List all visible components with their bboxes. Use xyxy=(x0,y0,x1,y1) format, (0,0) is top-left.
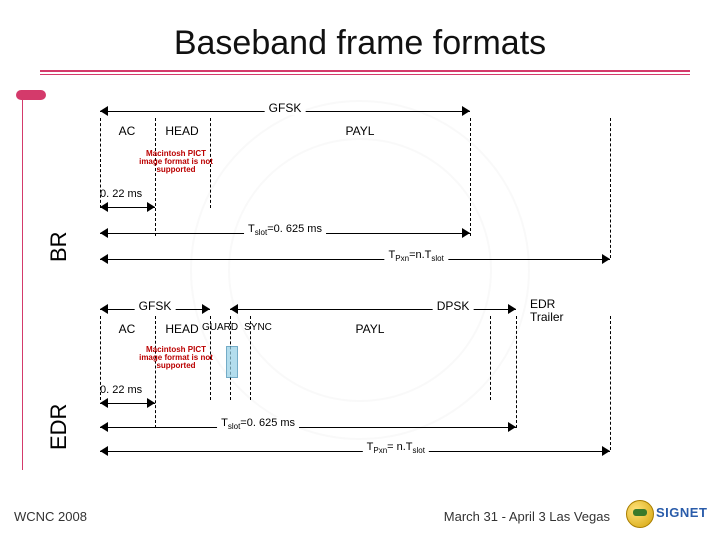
edr-tslot-label: Tslot=0. 625 ms xyxy=(217,417,299,431)
title-underline xyxy=(40,70,690,76)
br-ac-note: 0. 22 ms xyxy=(100,188,142,200)
br-tpxn-span: TPxn=n.Tslot xyxy=(100,252,610,266)
edr-guard-label: GUARD xyxy=(202,322,238,333)
br-v1 xyxy=(155,118,156,236)
signet-logo: SIGNET xyxy=(626,500,706,530)
edr-guard-box xyxy=(226,346,238,378)
br-head-label: HEAD xyxy=(165,124,198,138)
br-tpxn-label: TPxn=n.Tslot xyxy=(385,249,448,263)
edr-v1 xyxy=(155,316,156,428)
edr-ac-note-span xyxy=(100,396,155,410)
edr-pict-error: Macintosh PICT image format is not suppo… xyxy=(136,346,216,370)
edr-dpsk-label: DPSK xyxy=(433,299,474,313)
edr-tslot-span: Tslot=0. 625 ms xyxy=(100,420,516,434)
br-ac-note-span xyxy=(100,200,155,214)
br-tslot-span: Tslot=0. 625 ms xyxy=(100,226,470,240)
edr-side-label: EDR xyxy=(46,404,72,450)
edr-v7 xyxy=(610,316,611,450)
br-gfsk-span: GFSK xyxy=(100,104,470,118)
edr-diagram: GFSK DPSK AC HEAD GUARD SYNC PAYL EDRTra… xyxy=(100,302,690,472)
edr-trailer-label: EDRTrailer xyxy=(530,298,564,324)
edr-tpxn-label: TPxn= n.Tslot xyxy=(363,441,429,455)
br-ac-label: AC xyxy=(119,124,136,138)
page-title: Baseband frame formats xyxy=(0,24,720,63)
br-gfsk-label: GFSK xyxy=(265,101,306,115)
edr-head-label: HEAD xyxy=(165,322,198,336)
br-diagram: GFSK AC HEAD PAYL Macintosh PICT image f… xyxy=(100,104,690,274)
br-v3 xyxy=(470,118,471,236)
edr-tpxn-span: TPxn= n.Tslot xyxy=(100,444,610,458)
edr-gfsk-span: GFSK xyxy=(100,302,210,316)
logo-text: SIGNET xyxy=(656,505,707,520)
br-tslot-label: Tslot=0. 625 ms xyxy=(244,223,326,237)
edr-ac-label: AC xyxy=(119,322,136,336)
footer-left: WCNC 2008 xyxy=(14,509,87,524)
edr-payl-label: PAYL xyxy=(356,322,385,336)
br-v4 xyxy=(610,118,611,258)
footer-right: March 31 - April 3 Las Vegas xyxy=(444,509,610,524)
edr-gfsk-label: GFSK xyxy=(135,299,176,313)
edr-v6 xyxy=(516,316,517,428)
edr-dpsk-span: DPSK xyxy=(230,302,516,316)
logo-orb-icon xyxy=(626,500,654,528)
edr-v5 xyxy=(490,316,491,400)
edr-sync-label: SYNC xyxy=(244,322,272,333)
br-side-label: BR xyxy=(46,231,72,262)
br-pict-error: Macintosh PICT image format is not suppo… xyxy=(136,150,216,174)
edr-ac-note: 0. 22 ms xyxy=(100,384,142,396)
edr-v4 xyxy=(250,316,251,400)
br-payl-label: PAYL xyxy=(346,124,375,138)
